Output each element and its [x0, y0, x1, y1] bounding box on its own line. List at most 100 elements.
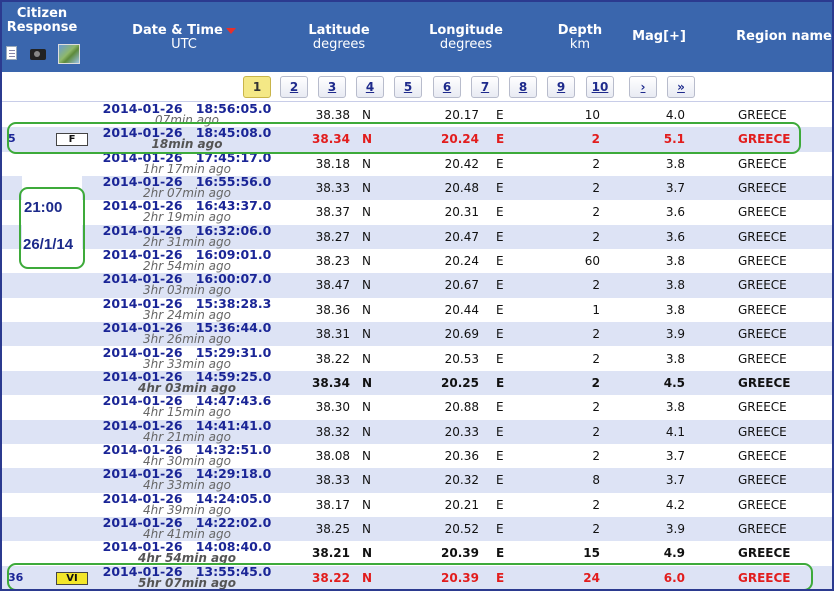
region-cell[interactable]: GREECE: [738, 497, 787, 512]
date-time-link[interactable]: 2014-01-26 14:32:51.0: [102, 443, 272, 456]
date-time-cell[interactable]: 2014-01-26 14:47:43.6 4hr 15min ago: [102, 394, 272, 418]
table-row[interactable]: 2014-01-26 14:22:02.0 4hr 41min ago 38.25 N…: [2, 516, 832, 542]
date-time-cell[interactable]: 2014-01-26 14:24:05.0 4hr 39min ago: [102, 492, 272, 516]
page-7-button[interactable]: 7: [471, 76, 499, 98]
region-cell[interactable]: GREECE: [738, 424, 787, 439]
date-time-cell[interactable]: 2014-01-26 17:45:17.0 1hr 17min ago: [102, 151, 272, 175]
intensity-badge[interactable]: F: [56, 133, 88, 147]
date-time-cell[interactable]: 2014-01-26 14:41:41.0 4hr 21min ago: [102, 419, 272, 443]
map-icon[interactable]: [58, 44, 80, 64]
date-time-cell[interactable]: 2014-01-26 16:32:06.0 2hr 31min ago: [102, 224, 272, 248]
region-cell[interactable]: GREECE: [738, 400, 787, 415]
date-time-cell[interactable]: 2014-01-26 14:08:40.0 4hr 54min ago: [102, 541, 272, 565]
table-row[interactable]: 2014-01-26 15:29:31.0 3hr 33min ago 38.22 N…: [2, 346, 832, 371]
region-cell[interactable]: GREECE: [738, 302, 787, 317]
date-time-link[interactable]: 2014-01-26 14:29:18.0: [102, 468, 272, 481]
region-cell[interactable]: GREECE: [738, 108, 787, 122]
date-time-cell[interactable]: 2014-01-26 18:56:05.0 07min ago: [102, 102, 272, 126]
region-cell[interactable]: GREECE: [738, 156, 787, 171]
region-cell[interactable]: GREECE: [738, 254, 787, 269]
depth-header[interactable]: Depth km: [550, 24, 610, 52]
page-10-button[interactable]: 10: [586, 76, 614, 98]
camera-icon[interactable]: [30, 49, 46, 60]
date-time-link[interactable]: 2014-01-26 14:22:02.0: [102, 516, 272, 529]
region-cell[interactable]: GREECE: [738, 521, 787, 536]
date-time-cell[interactable]: 2014-01-26 16:09:01.0 2hr 54min ago: [102, 248, 272, 272]
region-cell[interactable]: GREECE: [738, 351, 787, 366]
region-cell[interactable]: GREECE: [738, 448, 787, 463]
page-4-button[interactable]: 4: [356, 76, 384, 98]
table-row[interactable]: 2014-01-26 14:41:41.0 4hr 21min ago 38.32 N…: [2, 419, 832, 444]
region-cell[interactable]: GREECE: [738, 327, 787, 342]
table-row[interactable]: 2014-01-26 16:09:01.0 2hr 54min ago 38.23 N…: [2, 248, 832, 273]
region-header[interactable]: Region name: [736, 29, 832, 44]
citizen-response-count[interactable]: 36: [8, 570, 24, 584]
date-time-cell[interactable]: 2014-01-26 16:00:07.0 3hr 03min ago: [102, 273, 272, 297]
date-time-link[interactable]: 2014-01-26 18:45:08.0: [102, 127, 272, 140]
date-time-cell[interactable]: 2014-01-26 14:29:18.0 4hr 33min ago: [102, 468, 272, 492]
page-9-button[interactable]: 9: [547, 76, 575, 98]
date-time-link[interactable]: 2014-01-26 16:09:01.0: [102, 248, 272, 261]
date-time-link[interactable]: 2014-01-26 14:08:40.0: [102, 541, 272, 554]
date-time-link[interactable]: 2014-01-26 16:55:56.0: [102, 175, 272, 188]
date-time-cell[interactable]: 2014-01-26 16:55:56.0 2hr 07min ago: [102, 175, 272, 199]
table-row[interactable]: 2014-01-26 14:47:43.6 4hr 15min ago 38.30 N…: [2, 394, 832, 419]
date-time-link[interactable]: 2014-01-26 16:32:06.0: [102, 224, 272, 237]
date-time-link[interactable]: 2014-01-26 16:43:37.0: [102, 200, 272, 213]
page-2-button[interactable]: 2: [280, 76, 308, 98]
table-row[interactable]: 2014-01-26 15:38:28.3 3hr 24min ago 38.36 N…: [2, 297, 832, 322]
table-row[interactable]: 2014-01-26 18:56:05.0 07min ago 38.38 N 20.1…: [2, 102, 832, 127]
table-row[interactable]: 2014-01-26 15:36:44.0 3hr 26min ago 38.31 N…: [2, 321, 832, 347]
latitude-header[interactable]: Latitude degrees: [294, 24, 384, 52]
page-5-button[interactable]: 5: [394, 76, 422, 98]
region-cell[interactable]: GREECE: [738, 181, 787, 196]
table-row[interactable]: 2014-01-26 14:32:51.0 4hr 30min ago 38.08 N…: [2, 443, 832, 468]
page-6-button[interactable]: 6: [433, 76, 461, 98]
region-cell[interactable]: GREECE: [738, 473, 787, 488]
date-time-link[interactable]: 2014-01-26 14:47:43.6: [102, 394, 272, 407]
table-row[interactable]: 2014-01-26 14:08:40.0 4hr 54min ago 38.21 N…: [2, 541, 832, 565]
table-row[interactable]: 2014-01-26 16:55:56.0 2hr 07min ago 38.33 N…: [2, 175, 832, 201]
table-row[interactable]: 2014-01-26 17:45:17.0 1hr 17min ago 38.18 N…: [2, 151, 832, 176]
date-time-link[interactable]: 2014-01-26 18:56:05.0: [102, 102, 272, 115]
intensity-badge[interactable]: VI: [56, 571, 88, 585]
table-row[interactable]: 2014-01-26 14:24:05.0 4hr 39min ago 38.17 N…: [2, 492, 832, 517]
date-time-link[interactable]: 2014-01-26 13:55:45.0: [102, 565, 272, 578]
region-cell[interactable]: GREECE: [738, 205, 787, 220]
date-time-cell[interactable]: 2014-01-26 14:32:51.0 4hr 30min ago: [102, 443, 272, 467]
date-time-header[interactable]: Date & Time UTC: [124, 24, 244, 52]
page-1-button[interactable]: 1: [243, 76, 271, 98]
table-row[interactable]: 2014-01-26 14:59:25.0 4hr 03min ago 38.34 N…: [2, 370, 832, 396]
page-3-button[interactable]: 3: [318, 76, 346, 98]
region-cell[interactable]: GREECE: [738, 278, 787, 293]
date-time-cell[interactable]: 2014-01-26 13:55:45.0 5hr 07min ago: [102, 565, 272, 589]
date-time-cell[interactable]: 2014-01-26 14:22:02.0 4hr 41min ago: [102, 516, 272, 540]
date-time-cell[interactable]: 2014-01-26 16:43:37.0 2hr 19min ago: [102, 200, 272, 224]
date-time-cell[interactable]: 2014-01-26 15:36:44.0 3hr 26min ago: [102, 321, 272, 345]
table-row[interactable]: 2014-01-26 16:43:37.0 2hr 19min ago 38.37 N…: [2, 200, 832, 224]
document-icon[interactable]: [6, 46, 17, 60]
table-row[interactable]: 2014-01-26 14:29:18.0 4hr 33min ago 38.33 N…: [2, 468, 832, 493]
date-time-cell[interactable]: 2014-01-26 14:59:25.0 4hr 03min ago: [102, 370, 272, 394]
region-cell[interactable]: GREECE: [738, 229, 787, 244]
region-cell[interactable]: GREECE: [738, 546, 791, 561]
table-row[interactable]: 2014-01-26 16:32:06.0 2hr 31min ago 38.27 N…: [2, 224, 832, 250]
last-page-button[interactable]: »: [667, 76, 695, 98]
date-time-link[interactable]: 2014-01-26 15:29:31.0: [102, 346, 272, 359]
date-time-link[interactable]: 2014-01-26 14:24:05.0: [102, 492, 272, 505]
date-time-link[interactable]: 2014-01-26 16:00:07.0: [102, 273, 272, 286]
date-time-cell[interactable]: 2014-01-26 18:45:08.0 18min ago: [102, 127, 272, 151]
date-time-cell[interactable]: 2014-01-26 15:38:28.3 3hr 24min ago: [102, 297, 272, 321]
date-time-link[interactable]: 2014-01-26 15:36:44.0: [102, 321, 272, 334]
table-row[interactable]: 2014-01-26 13:55:45.0 5hr 07min ago 38.22 N…: [2, 565, 832, 589]
citizen-response-count[interactable]: 5: [8, 132, 16, 146]
region-cell[interactable]: GREECE: [738, 570, 791, 585]
table-row[interactable]: 2014-01-26 18:45:08.0 18min ago 38.34 N 20.2…: [2, 127, 832, 152]
date-time-link[interactable]: 2014-01-26 14:59:25.0: [102, 370, 272, 383]
date-time-link[interactable]: 2014-01-26 14:41:41.0: [102, 419, 272, 432]
date-time-link[interactable]: 2014-01-26 15:38:28.3: [102, 297, 272, 310]
longitude-header[interactable]: Longitude degrees: [420, 24, 512, 52]
sort-down-icon[interactable]: [225, 27, 236, 34]
region-cell[interactable]: GREECE: [738, 375, 791, 390]
next-page-button[interactable]: ›: [629, 76, 657, 98]
